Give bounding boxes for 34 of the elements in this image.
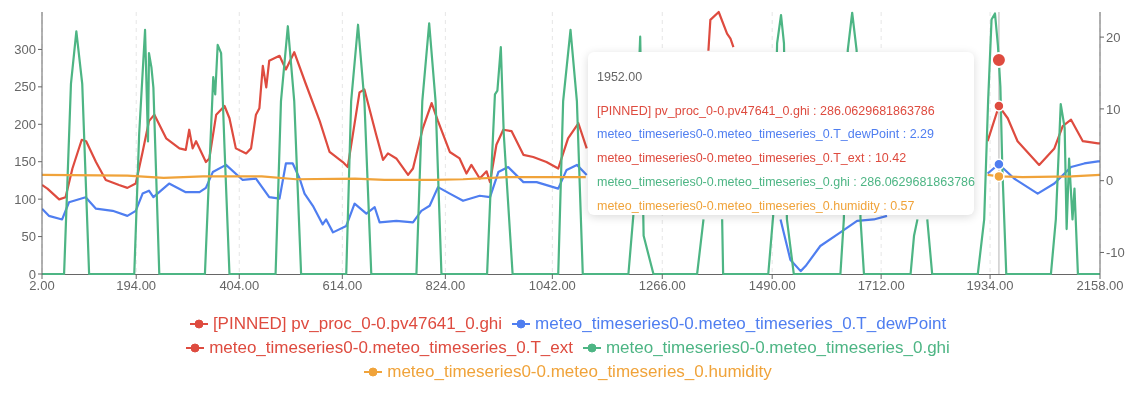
x-tick-label: 194.00 xyxy=(116,278,157,294)
legend-label: [PINNED] pv_proc_0-0.pv47641_0.ghi xyxy=(212,314,503,334)
y2-tick-label: 0 xyxy=(1106,173,1114,189)
annotation: meteo_timeseries0-0.meteo_timeseries_0.T_ext : 10.42 xyxy=(597,150,908,168)
legend-label: meteo_timeseries0-0.meteo_timeseries_0.T_ext xyxy=(209,338,573,358)
x-tick-label: 614.00 xyxy=(322,278,363,294)
point xyxy=(993,100,1005,112)
annotation: meteo_timeseries0-0.meteo_timeseries_0.ghi : 286.0629681863786 xyxy=(597,173,976,191)
y2-tick-label: 20 xyxy=(1106,29,1121,45)
y-tick-label: 300 xyxy=(14,42,36,58)
x-tick-label: 404.00 xyxy=(219,278,260,294)
y-tick-label: 150 xyxy=(14,154,36,170)
x-tick-label: 2158.00 xyxy=(1076,278,1124,294)
point xyxy=(993,170,1005,183)
y-tick-label: 50 xyxy=(21,229,36,245)
x-tick-label: 1490.00 xyxy=(748,278,796,294)
annotation: [PINNED] pv_proc_0-0.pv47641_0.ghi : 286.0629681863786 xyxy=(597,102,936,120)
annotation: meteo_timeseries0-0.meteo_timeseries_0.humidity : 0.57 xyxy=(597,197,916,215)
annotation: meteo_timeseries0-0.meteo_timeseries_0.T_dewPoint : 2.29 xyxy=(597,126,935,144)
legend-label: meteo_timeseries0-0.meteo_timeseries_0.ghi xyxy=(605,338,950,358)
x-tick-label: 1712.00 xyxy=(857,278,905,294)
y2-tick-label: 10 xyxy=(1106,101,1121,117)
y-tick-label: 250 xyxy=(14,79,36,95)
x-tick-label: 1934.00 xyxy=(966,278,1014,294)
x-tick-label: 1266.00 xyxy=(638,278,686,294)
point xyxy=(993,158,1005,170)
legend-label: meteo_timeseries0-0.meteo_timeseries_0.T_dewPoint xyxy=(535,314,947,334)
y-tick-label: 100 xyxy=(14,191,36,207)
y-tick-label: 200 xyxy=(14,116,36,132)
y2-tick-label: -10 xyxy=(1106,245,1125,261)
legend-label: meteo_timeseries0-0.meteo_timeseries_0.humidity xyxy=(387,362,772,382)
annotation: 1952.00 xyxy=(597,69,644,86)
x-tick-label: 1042.00 xyxy=(528,278,576,294)
x-tick-label: 824.00 xyxy=(425,278,466,294)
